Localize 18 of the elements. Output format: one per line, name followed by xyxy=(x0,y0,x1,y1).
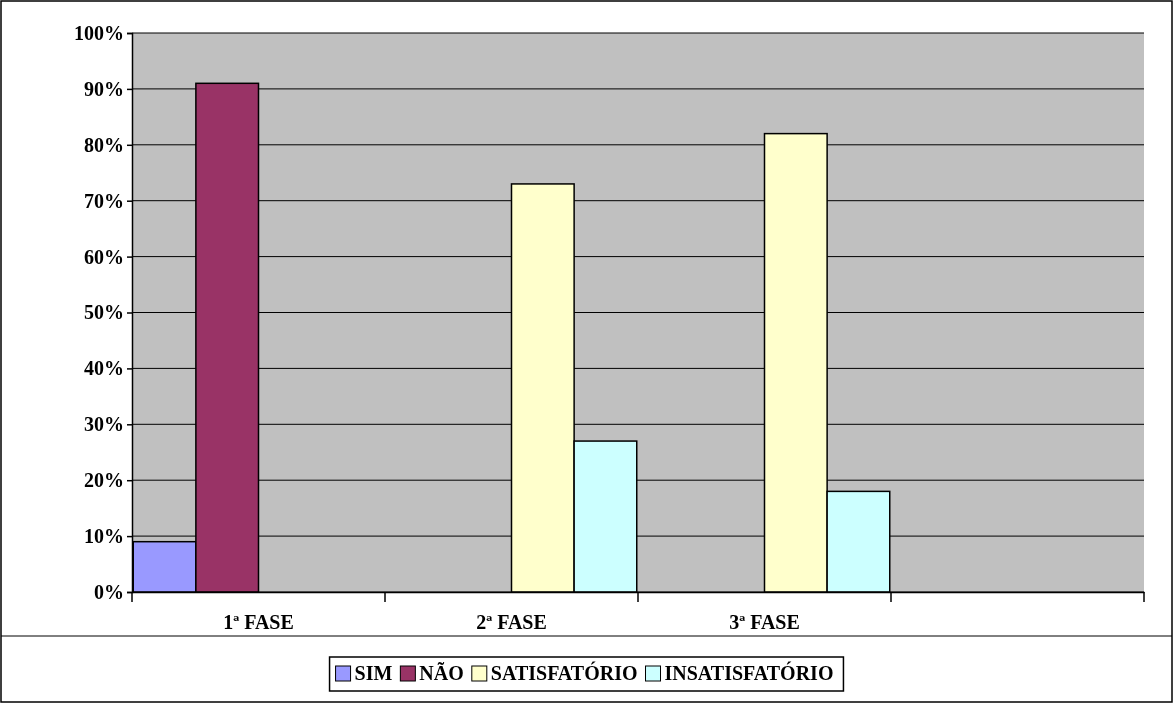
x-tick-label: 3ª FASE xyxy=(729,611,800,633)
legend-label: INSATISFATÓRIO xyxy=(664,661,834,684)
y-tick-label: 10% xyxy=(84,525,124,547)
y-tick-label: 100% xyxy=(74,21,124,44)
y-tick-label: 40% xyxy=(84,357,124,380)
y-tick-label: 50% xyxy=(84,301,124,324)
y-tick-label: 30% xyxy=(84,413,124,436)
x-tick-label: 2ª FASE xyxy=(476,611,547,633)
legend-label: NÃO xyxy=(419,662,464,684)
y-tick-label: 20% xyxy=(84,469,124,492)
x-tick-label: 1ª FASE xyxy=(223,611,294,633)
legend-label: SIM xyxy=(354,662,393,684)
y-tick-label: 90% xyxy=(84,77,124,100)
y-tick-label: 80% xyxy=(84,133,124,156)
y-tick-label: 0% xyxy=(94,580,124,603)
y-tick-label: 70% xyxy=(84,189,124,212)
legend-label: SATISFATÓRIO xyxy=(490,661,638,684)
y-tick-label: 60% xyxy=(84,245,124,268)
